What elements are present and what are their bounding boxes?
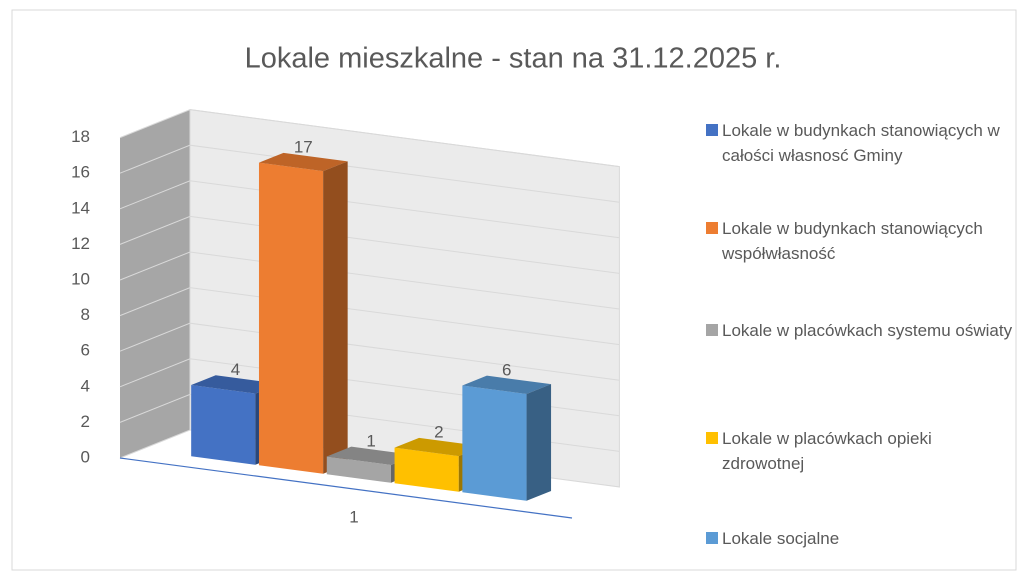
bar-top [258,152,348,172]
bar-top [326,446,416,465]
chart-title: Lokale mieszkalne - stan na 31.12.2025 r… [245,43,782,75]
legend-swatch [706,432,718,444]
legend-swatch [706,532,718,544]
grid-line [119,180,620,239]
bar-front [191,385,256,465]
y-tick-label: 6 [81,341,90,360]
bar-side [526,384,552,501]
data-label: 2 [434,423,443,442]
bar-top [462,375,552,394]
bar-top [191,375,280,394]
data-label: 4 [231,360,240,379]
y-tick-label: 0 [81,447,90,466]
grid-line [119,109,620,168]
data-label: 1 [366,431,375,450]
legend-item: Lokale w budynkach stanowiących współwła… [706,216,1016,266]
grid-line [119,144,620,203]
y-tick-label: 2 [81,412,90,431]
grid-line [119,287,620,346]
bar [258,152,348,474]
bar-front [326,456,391,483]
data-label: 6 [502,360,511,379]
data-label: 17 [294,138,313,157]
y-tick-label: 8 [81,305,90,324]
legend-swatch [706,324,718,336]
y-tick-label: 12 [71,234,90,253]
bar-front [258,162,324,474]
bar-front [394,447,459,492]
legend-label: Lokale w placówkach systemu oświaty [722,321,1013,340]
bar-side [323,161,348,474]
y-tick-label: 10 [71,269,90,288]
bar [462,375,552,501]
y-tick-label: 4 [81,376,90,395]
x-axis [119,457,573,519]
bar-top [394,437,484,457]
legend-swatch [706,124,718,136]
grid-line [119,322,620,381]
legend-label: Lokale w budynkach stanowiących w całośc… [722,121,1000,165]
bar-front [462,385,527,501]
y-tick-label: 18 [71,127,90,146]
side-wall [120,109,190,458]
y-tick-label: 16 [71,163,90,182]
grid-line [119,215,620,274]
y-tick-label: 14 [71,198,90,217]
legend-item: Lokale w placówkach systemu oświaty [706,318,1016,343]
legend-label: Lokale w budynkach stanowiących współwła… [722,219,983,263]
legend-item: Lokale w placówkach opieki zdrowotnej [706,426,1016,476]
legend-item: Lokale w budynkach stanowiących w całośc… [706,118,1016,168]
legend-label: Lokale w placówkach opieki zdrowotnej [722,429,932,473]
legend-item: Lokale socjalne [706,526,1016,551]
legend-label: Lokale socjalne [722,529,840,548]
grid-line [119,251,620,310]
x-tick-label: 1 [349,507,358,526]
legend-swatch [706,222,718,234]
